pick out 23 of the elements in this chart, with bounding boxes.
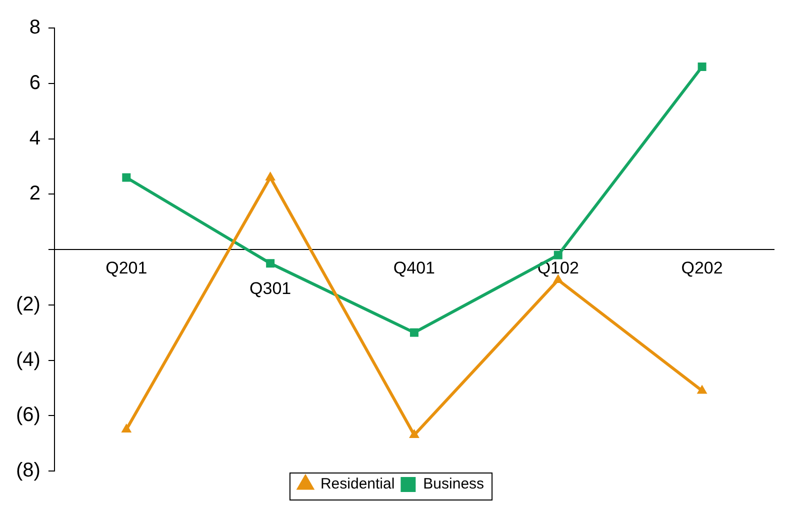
x-tick-label: Q202 bbox=[681, 258, 723, 278]
x-tick-label: Q301 bbox=[250, 278, 292, 298]
point bbox=[696, 384, 708, 394]
point bbox=[698, 62, 706, 72]
point bbox=[122, 173, 131, 182]
point bbox=[121, 423, 132, 432]
y-tick-label: 2 bbox=[29, 182, 40, 205]
point bbox=[266, 259, 275, 268]
y-tick-label: 8 bbox=[29, 16, 40, 39]
legend-label: Business bbox=[423, 476, 484, 493]
x-tick-label: Q201 bbox=[106, 258, 148, 278]
point bbox=[409, 429, 420, 438]
point bbox=[410, 328, 418, 337]
y-tick-label: (8) bbox=[16, 460, 40, 482]
legend-label: Residential bbox=[320, 476, 395, 493]
y-tick-label: (4) bbox=[16, 348, 40, 371]
y-tick-label: (2) bbox=[16, 293, 40, 316]
x-tick-label: Q401 bbox=[393, 258, 436, 278]
point bbox=[554, 250, 562, 260]
y-tick-label: 6 bbox=[29, 72, 40, 94]
y-tick-label: (6) bbox=[16, 404, 40, 426]
y-tick-label: 4 bbox=[29, 127, 40, 150]
point bbox=[265, 172, 276, 181]
